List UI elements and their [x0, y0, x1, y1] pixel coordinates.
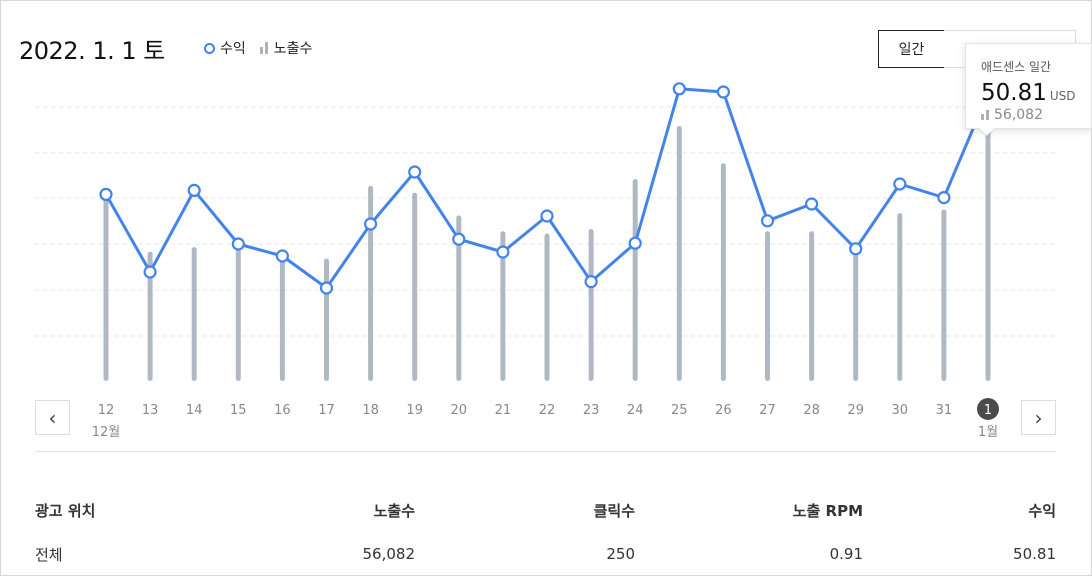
x-tick-label: 27 [759, 403, 776, 418]
x-tick-label: 12 [98, 403, 115, 418]
x-month-label: 12월 [92, 425, 121, 440]
revenue-point [893, 177, 907, 191]
chevron-right-icon: › [1034, 405, 1043, 430]
impressions-bar [279, 253, 285, 381]
column-header-revenue: 수익 [1028, 501, 1056, 520]
next-period-button[interactable]: › [1021, 400, 1056, 435]
revenue-point [849, 242, 863, 256]
cell-placement: 전체 [35, 545, 63, 564]
impressions-bar [676, 126, 682, 381]
chart-tooltip: 애드센스 일간 50.81 USD 56,082 [965, 43, 1092, 129]
impressions-bar [941, 209, 947, 381]
impressions-bar [985, 126, 991, 382]
revenue-point [540, 209, 554, 223]
revenue-point [364, 217, 378, 231]
x-tick-label: 22 [539, 403, 556, 418]
x-month-label: 1월 [978, 425, 998, 440]
revenue-point [628, 236, 642, 250]
impressions-bar [103, 190, 109, 381]
x-tick-label: 16 [274, 403, 291, 418]
ad-placement-table: 광고 위치 노출수 클릭수 노출 RPM 수익 전체 56,082 250 0.… [35, 490, 1056, 574]
tooltip-title: 애드센스 일간 [981, 60, 1052, 74]
x-tick-label: 15 [230, 403, 247, 418]
x-tick-label: 29 [847, 403, 864, 418]
table-row[interactable]: 전체 56,082 250 0.91 50.81 [35, 534, 1056, 574]
impressions-bar [324, 258, 329, 381]
x-tick-label: 13 [142, 403, 159, 418]
impressions-bar [368, 185, 374, 381]
revenue-point [672, 82, 686, 96]
revenue-point [716, 85, 731, 99]
impressions-bar [235, 249, 241, 381]
revenue-point [275, 249, 289, 263]
x-tick-label: 23 [583, 403, 600, 418]
impressions-bar [897, 213, 903, 381]
impressions-bar [191, 247, 197, 381]
cell-impressions: 56,082 [362, 545, 416, 563]
tooltip-impressions-value: 56,082 [994, 107, 1043, 123]
chart-legend: 수익 노출수 [204, 38, 312, 58]
legend-revenue-label: 수익 [220, 41, 246, 57]
tooltip-revenue-value: 50.81 [981, 80, 1047, 106]
chevron-left-icon: ‹ [48, 405, 57, 430]
revenue-point [99, 187, 113, 201]
column-header-clicks: 클릭수 [593, 501, 635, 520]
revenue-point [187, 183, 201, 197]
tooltip-revenue: 50.81 USD [981, 80, 1091, 106]
x-tick-label: 31 [936, 403, 953, 418]
impressions-bar [412, 192, 418, 381]
cell-clicks: 250 [606, 545, 635, 563]
column-header-placement: 광고 위치 [35, 501, 96, 520]
impressions-icon [981, 110, 989, 120]
impressions-bar [147, 251, 153, 381]
x-tick-label: 21 [495, 403, 512, 418]
impressions-bar [588, 228, 594, 381]
revenue-point [319, 281, 334, 295]
revenue-point [804, 197, 819, 211]
x-tick-label: 28 [803, 403, 820, 418]
revenue-point [452, 232, 466, 246]
impressions-bar [632, 179, 638, 381]
tooltip-revenue-unit: USD [1049, 89, 1076, 103]
revenue-point [231, 237, 245, 251]
impressions-legend-icon [259, 42, 268, 54]
x-tick-label: 25 [671, 403, 688, 418]
x-tick-label: 20 [451, 403, 468, 418]
impressions-bar [544, 233, 550, 381]
prev-period-button[interactable]: ‹ [35, 400, 70, 435]
x-tick-label: 1 [984, 403, 992, 418]
column-header-rpm: 노출 RPM [792, 501, 863, 520]
x-tick-label: 18 [362, 403, 379, 418]
x-tick-label: 17 [318, 403, 335, 418]
revenue-impressions-chart: 12 13 14 15 16 17 18 19 20 21 22 23 24 25 26 27 28 29 30 31… [35, 82, 1056, 440]
revenue-point [760, 214, 775, 228]
table-header-row: 광고 위치 노출수 클릭수 노출 RPM 수익 [35, 490, 1056, 530]
cell-rpm: 0.91 [829, 545, 863, 563]
section-divider [35, 451, 1056, 452]
x-tick-label: 26 [715, 403, 732, 418]
column-header-impressions: 노출수 [373, 501, 415, 520]
x-tick-label: 30 [892, 403, 909, 418]
legend-impressions-label: 노출수 [273, 41, 313, 57]
revenue-point [143, 265, 157, 279]
revenue-point [584, 275, 598, 289]
revenue-point [408, 165, 422, 179]
x-tick-label: 14 [186, 403, 203, 418]
revenue-legend-icon [204, 42, 215, 54]
selected-day-marker [977, 398, 999, 420]
revenue-point [496, 245, 510, 259]
impressions-bar [456, 215, 462, 381]
impressions-bar [720, 163, 726, 381]
impressions-bar [500, 231, 506, 381]
page-title: 2022. 1. 1 토 [19, 37, 165, 65]
impressions-bar [809, 231, 815, 381]
impressions-bar [853, 249, 859, 381]
x-tick-label: 24 [627, 403, 644, 418]
impressions-bar [765, 231, 770, 381]
cell-revenue: 50.81 [1013, 545, 1056, 563]
revenue-point [937, 191, 951, 205]
tooltip-impressions: 56,082 [981, 107, 1091, 123]
x-tick-label: 19 [406, 403, 423, 418]
